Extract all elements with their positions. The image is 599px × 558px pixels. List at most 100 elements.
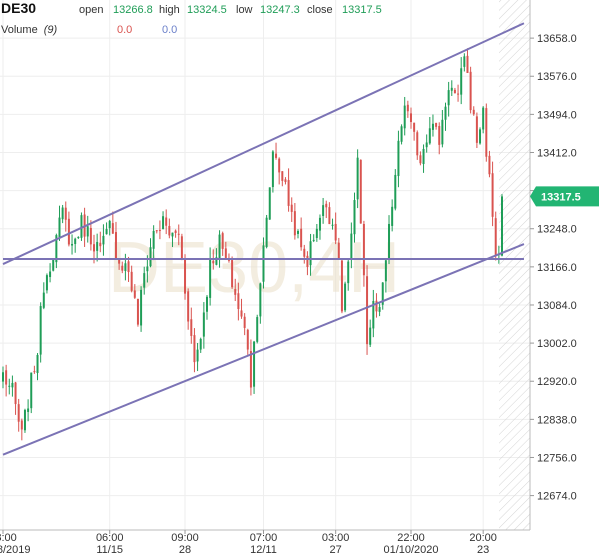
candle-body: [485, 108, 488, 157]
candle-body: [359, 159, 362, 224]
candle-body: [275, 153, 278, 158]
candle-body: [140, 289, 143, 326]
trendline-channel-top[interactable]: [2, 22, 525, 265]
y-tick-label: 12920.0: [537, 376, 577, 388]
y-tick-label: 13412.0: [537, 147, 577, 159]
y-tick-label: 13084.0: [537, 300, 577, 312]
candle-body: [419, 155, 422, 164]
candle-body: [111, 223, 114, 234]
candle-body: [174, 230, 177, 234]
candle-body: [130, 271, 133, 291]
candle-body: [121, 265, 124, 271]
x-tick-label-time: 03:00: [322, 532, 350, 544]
candle-body: [39, 306, 42, 355]
candle-body: [71, 243, 74, 246]
candle-body: [77, 236, 80, 238]
candle-body: [146, 266, 149, 272]
candle-body: [8, 385, 11, 387]
candle-body: [268, 187, 271, 220]
y-tick-label: 13002.0: [537, 338, 577, 350]
candle-body: [271, 151, 274, 188]
candle-body: [202, 312, 205, 337]
candle-body: [114, 232, 117, 259]
y-tick-label: 13494.0: [537, 109, 577, 121]
candle-body: [353, 200, 356, 235]
candle-body: [30, 372, 33, 409]
candle-body: [23, 409, 26, 431]
x-tick-label-time: 20:00: [469, 532, 497, 544]
x-tick-label-time: 18:00: [0, 532, 17, 544]
candle-body: [466, 55, 469, 74]
candle-body: [205, 296, 208, 312]
candle-body: [124, 263, 127, 271]
trendline-channel-bottom[interactable]: [2, 243, 525, 456]
candle-body: [89, 227, 92, 245]
candle-body: [93, 244, 96, 252]
candle-body: [149, 247, 152, 267]
candle-body: [403, 105, 406, 129]
candle-body: [366, 276, 369, 345]
candle-body: [102, 235, 105, 245]
high-label: high: [159, 4, 180, 16]
candle-body: [322, 205, 325, 217]
candle-body: [406, 104, 409, 112]
x-tick-label-time: 06:00: [96, 532, 124, 544]
candle-body: [246, 329, 249, 350]
candle-body: [55, 235, 58, 263]
trendlines[interactable]: [2, 22, 525, 456]
candle-body: [384, 260, 387, 282]
candle-body: [391, 206, 394, 226]
candle-body: [453, 89, 456, 94]
y-tick-label: 13576.0: [537, 71, 577, 83]
candle-body: [11, 382, 14, 388]
candle-body: [108, 220, 111, 229]
candle-body: [472, 109, 475, 115]
candle-body: [221, 233, 224, 249]
candle-body: [441, 119, 444, 145]
x-tick-label-date: 12/11: [250, 544, 277, 556]
candle-body: [49, 271, 52, 278]
candle-body: [347, 261, 350, 284]
high-value: 13324.5: [187, 4, 227, 16]
x-tick-label-date: 10/28/2019: [0, 544, 31, 556]
candle-body: [300, 228, 303, 248]
candle-body: [309, 241, 312, 266]
candle-body: [378, 307, 381, 312]
candle-body: [334, 223, 337, 241]
candle-body: [218, 234, 221, 260]
volume-value-2: 0.0: [162, 24, 177, 36]
candle-body: [400, 126, 403, 142]
last-price-label: 13317.5: [541, 191, 581, 203]
candle-body: [96, 241, 99, 251]
candle-body: [215, 257, 218, 265]
y-tick-label: 13166.0: [537, 262, 577, 274]
candle-body: [315, 228, 318, 239]
x-tick-label-date: 23: [477, 544, 489, 556]
candle-body: [143, 273, 146, 288]
candle-body: [457, 93, 460, 95]
candle-body: [325, 203, 328, 208]
candle-body: [293, 211, 296, 236]
candle-body: [86, 226, 89, 237]
close-value: 13317.5: [342, 4, 382, 16]
candle-body: [287, 180, 290, 206]
volume-period: (9): [44, 24, 58, 36]
candle-body: [369, 327, 372, 345]
open-label: open: [79, 4, 103, 16]
candle-body: [397, 140, 400, 177]
candle-body: [196, 349, 199, 362]
candle-body: [422, 148, 425, 165]
candle-body: [127, 261, 130, 273]
candle-body: [193, 335, 196, 363]
candle-body: [303, 248, 306, 257]
candle-body: [375, 300, 378, 312]
candle-body: [479, 129, 482, 144]
candle-body: [61, 207, 64, 220]
candle-body: [5, 370, 8, 385]
candle-body: [312, 239, 315, 241]
candle-body: [240, 310, 243, 317]
candle-body: [162, 216, 165, 230]
candle-body: [356, 157, 359, 200]
candle-body: [212, 260, 215, 264]
